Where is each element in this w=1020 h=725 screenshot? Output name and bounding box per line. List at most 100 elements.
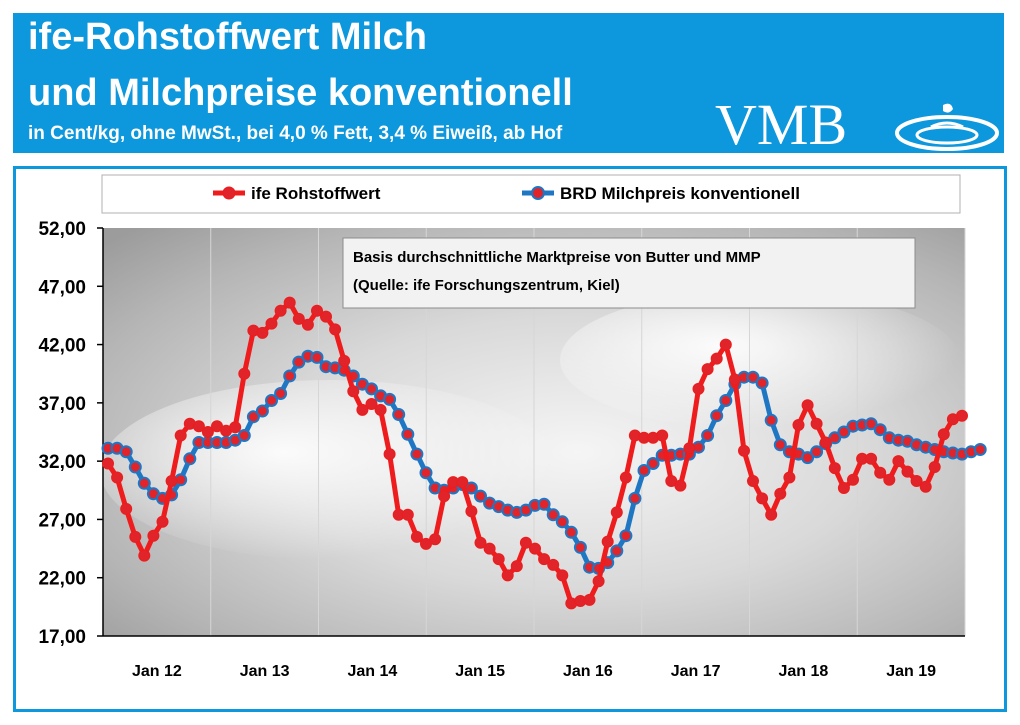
data-point-ife	[429, 533, 442, 546]
data-point-brd	[873, 423, 887, 437]
legend-marker-ife	[222, 186, 236, 200]
title-line-2: und Milchpreise konventionell	[28, 72, 573, 114]
data-point-ife	[338, 354, 351, 367]
data-point-brd	[292, 355, 306, 369]
data-point-brd	[237, 429, 251, 442]
data-point-ife	[692, 382, 705, 395]
data-point-brd	[710, 409, 724, 423]
x-tick-label: Jan 17	[671, 663, 721, 680]
data-point-brd	[628, 491, 642, 505]
x-tick-label: Jan 15	[455, 663, 505, 680]
data-point-ife	[883, 473, 896, 486]
data-point-brd	[755, 376, 769, 390]
annotation-box	[342, 237, 916, 309]
data-point-brd	[619, 529, 633, 543]
data-point-ife	[956, 409, 968, 422]
data-point-ife	[229, 421, 242, 434]
data-point-ife	[910, 475, 923, 487]
data-point-brd	[573, 540, 587, 554]
data-point-ife	[165, 475, 178, 487]
data-point-ife	[111, 471, 124, 484]
data-point-ife	[765, 508, 778, 521]
data-point-ife	[728, 373, 741, 386]
y-tick-label: 52,00	[38, 219, 86, 240]
y-tick-label: 17,00	[38, 627, 86, 648]
data-point-brd	[546, 508, 560, 522]
data-point-ife	[529, 542, 541, 555]
data-point-ife	[847, 473, 859, 486]
data-point-brd	[401, 427, 415, 441]
data-point-brd	[801, 451, 815, 465]
data-point-ife	[601, 535, 614, 548]
x-tick-label: Jan 16	[563, 663, 613, 680]
x-tick-label: Jan 18	[778, 663, 828, 680]
data-point-ife	[347, 385, 360, 398]
data-point-ife	[756, 492, 769, 505]
data-point-brd	[410, 447, 424, 461]
data-point-ife	[120, 502, 133, 515]
x-tick-label: Jan 14	[347, 663, 397, 680]
data-point-brd	[537, 497, 551, 511]
data-point-ife	[819, 436, 832, 449]
data-point-ife	[192, 420, 205, 433]
y-tick-label: 27,00	[38, 510, 86, 531]
data-point-ife	[474, 536, 487, 549]
data-point-ife	[283, 296, 296, 309]
data-point-brd	[764, 413, 778, 427]
data-point-ife	[156, 515, 169, 528]
data-point-ife	[438, 490, 451, 503]
data-point-brd	[810, 445, 824, 459]
data-point-brd	[255, 404, 269, 418]
annotation-line-1: Basis durchschnittliche Marktpreise von …	[353, 249, 761, 266]
data-point-brd	[773, 438, 787, 452]
x-tick-label: Jan 12	[132, 663, 182, 680]
data-point-brd	[474, 489, 487, 503]
data-point-ife	[365, 398, 378, 410]
data-point-brd	[274, 387, 288, 400]
data-point-ife	[719, 338, 732, 351]
data-point-ife	[456, 476, 469, 489]
data-point-ife	[738, 444, 750, 457]
y-tick-label: 37,00	[38, 394, 86, 415]
data-point-brd	[555, 515, 569, 529]
vmb-logo: VMB	[715, 95, 1005, 155]
data-point-brd	[265, 394, 278, 407]
data-point-ife	[710, 352, 723, 365]
data-point-ife	[274, 304, 287, 317]
data-point-ife	[592, 575, 605, 588]
data-point-brd	[864, 417, 878, 431]
data-point-ife	[410, 530, 423, 543]
data-point-ife	[810, 417, 823, 430]
data-point-ife	[919, 480, 932, 493]
data-point-ife	[102, 457, 114, 470]
data-point-brd	[119, 445, 133, 459]
y-tick-label: 42,00	[38, 336, 86, 357]
data-point-ife	[874, 466, 887, 479]
data-point-ife	[556, 569, 569, 582]
subtitle: in Cent/kg, ohne MwSt., bei 4,0 % Fett, …	[28, 123, 563, 144]
data-point-ife	[783, 471, 796, 484]
plot-background-splash	[560, 290, 960, 430]
data-point-brd	[646, 457, 660, 470]
data-point-ife	[865, 452, 878, 465]
data-point-ife	[747, 475, 759, 487]
legend-label-brd: BRD Milchpreis konventionell	[560, 184, 800, 203]
logo-text: VMB	[715, 92, 848, 157]
data-point-ife	[901, 465, 914, 478]
y-tick-label: 22,00	[38, 569, 86, 590]
data-point-ife	[828, 462, 841, 475]
data-point-brd	[383, 392, 397, 406]
data-point-ife	[928, 461, 941, 473]
data-point-ife	[547, 558, 560, 571]
x-tick-label: Jan 19	[886, 663, 936, 680]
data-point-brd	[564, 525, 578, 539]
data-point-brd	[610, 544, 624, 558]
plot-background-splash	[100, 380, 560, 560]
data-point-ife	[501, 569, 514, 582]
data-point-brd	[128, 460, 142, 474]
data-point-ife	[538, 553, 551, 566]
title-line-1: ife-Rohstoffwert Milch	[28, 16, 427, 58]
data-point-ife	[674, 479, 687, 492]
data-point-ife	[610, 506, 623, 519]
data-point-ife	[892, 455, 905, 468]
